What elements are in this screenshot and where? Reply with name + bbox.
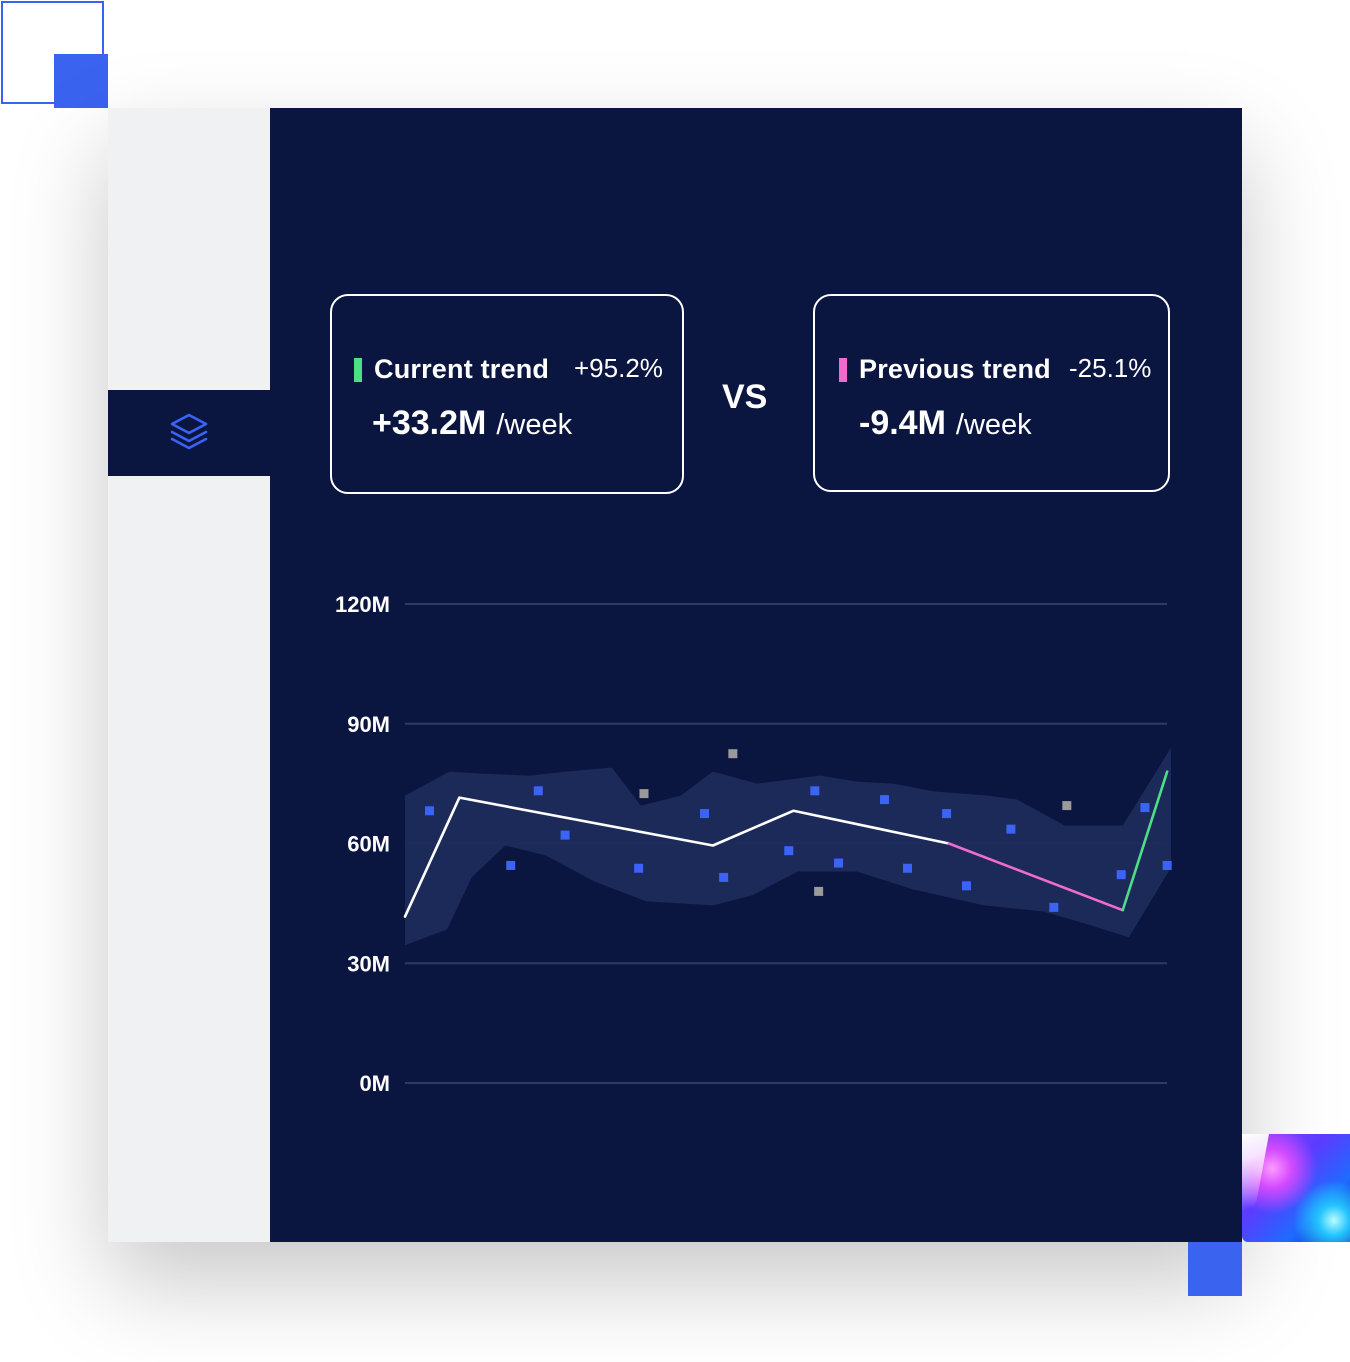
y-tick-label: 30M (347, 951, 390, 976)
scatter-point (533, 786, 543, 796)
dashboard-card: Current trend +95.2% +33.2M/week VS Prev… (108, 108, 1242, 1242)
current-trend-value: +33.2M (372, 404, 487, 442)
y-tick-label: 0M (359, 1071, 390, 1096)
y-tick-label: 60M (347, 832, 390, 857)
previous-trend-percent: -25.1% (1069, 353, 1152, 383)
current-trend-marker (354, 357, 362, 382)
scatter-point (961, 881, 971, 891)
scatter-point (942, 809, 952, 819)
corner-outline-square (1, 1, 104, 104)
scatter-point (639, 789, 649, 799)
layers-icon (169, 412, 209, 455)
sidebar-item-layers[interactable] (108, 390, 270, 476)
scatter-point (1162, 860, 1172, 870)
scatter-point (1140, 803, 1150, 813)
scatter-point (700, 809, 710, 819)
previous-trend-value: -9.4M (859, 404, 946, 442)
main-panel: Current trend +95.2% +33.2M/week VS Prev… (270, 108, 1242, 1242)
gradient-decoration (1242, 1134, 1350, 1242)
sidebar (108, 108, 270, 1242)
scatter-point (880, 795, 890, 805)
scatter-point (728, 749, 738, 759)
current-trend-unit: /week (496, 409, 573, 441)
scatter-point (506, 860, 516, 870)
scatter-point (1116, 870, 1126, 880)
scatter-point (902, 863, 912, 873)
scatter-point (1062, 801, 1072, 811)
previous-trend-marker (839, 357, 847, 382)
scatter-point (634, 863, 644, 873)
corner-filled-square-bottom (1188, 1242, 1242, 1296)
corner-filled-square (54, 54, 108, 108)
scatter-point (425, 806, 435, 816)
scatter-point (784, 846, 794, 856)
trend-line (947, 842, 1125, 912)
previous-trend-card: Previous trend -25.1% -9.4M/week (813, 294, 1170, 492)
scatter-point (560, 830, 570, 840)
scatter-point (1006, 824, 1016, 834)
scatter-point (810, 786, 820, 796)
previous-trend-unit: /week (955, 409, 1032, 441)
trend-line (403, 796, 951, 918)
scatter-point (834, 858, 844, 868)
current-trend-percent: +95.2% (574, 353, 663, 383)
previous-trend-label: Previous trend (859, 354, 1051, 384)
y-tick-label: 120M (335, 592, 390, 617)
y-tick-label: 90M (347, 712, 390, 737)
scatter-point (814, 886, 824, 896)
current-trend-label: Current trend (374, 354, 550, 384)
current-trend-card: Current trend +95.2% +33.2M/week (330, 294, 684, 494)
trend-line (1121, 770, 1169, 912)
scatter-point (1049, 902, 1059, 912)
trend-chart: 0M 30M 60M 90M 120M (335, 592, 1172, 1096)
scatter-point (719, 872, 729, 882)
vs-label: VS (722, 378, 768, 416)
